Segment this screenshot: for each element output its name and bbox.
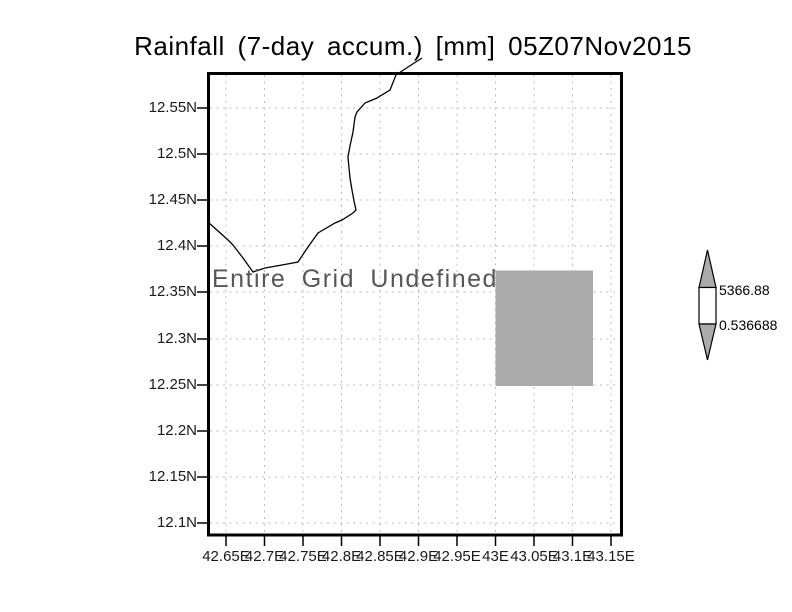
y-axis-label: 12.5N [156, 145, 197, 162]
colorbar [698, 249, 717, 361]
y-axis-label: 12.55N [148, 99, 197, 116]
colorbar-min-label: 0.536688 [719, 317, 778, 333]
x-axis-label: 42.9E [398, 548, 439, 565]
x-axis-label: 42.85E [356, 548, 404, 565]
y-axis-label: 12.15N [148, 468, 197, 485]
coastline [207, 57, 423, 273]
x-axis-label: 43E [482, 548, 509, 565]
x-axis-label: 43.05E [510, 548, 558, 565]
undefined-region [495, 270, 593, 386]
undefined-grid-message: Entire Grid Undefined [212, 265, 498, 293]
x-axis-label: 42.65E [202, 548, 250, 565]
colorbar-cell [698, 286, 717, 325]
x-axis-label: 42.95E [433, 548, 481, 565]
y-axis-label: 12.1N [156, 514, 197, 531]
y-axis-label: 12.35N [148, 283, 197, 300]
x-axis-label: 42.8E [321, 548, 362, 565]
y-axis-label: 12.3N [156, 330, 197, 347]
x-axis-label: 43.15E [587, 548, 635, 565]
plot-border [207, 72, 623, 537]
y-axis-label: 12.25N [148, 376, 197, 393]
y-axis-ticks [197, 107, 207, 524]
x-axis-ticks [225, 536, 612, 546]
colorbar-top-arrow [698, 249, 717, 289]
page-title: Rainfall (7-day accum.) [mm] 05Z07Nov201… [134, 31, 692, 61]
x-axis-label: 43.1E [552, 548, 593, 565]
x-axis-label: 42.75E [279, 548, 327, 565]
x-axis-label: 42.7E [244, 548, 285, 565]
colorbar-max-label: 5366.88 [719, 282, 770, 298]
y-axis-label: 12.45N [148, 191, 197, 208]
y-axis-label: 12.2N [156, 422, 197, 439]
y-axis-label: 12.4N [156, 237, 197, 254]
colorbar-bottom-arrow [698, 323, 717, 361]
